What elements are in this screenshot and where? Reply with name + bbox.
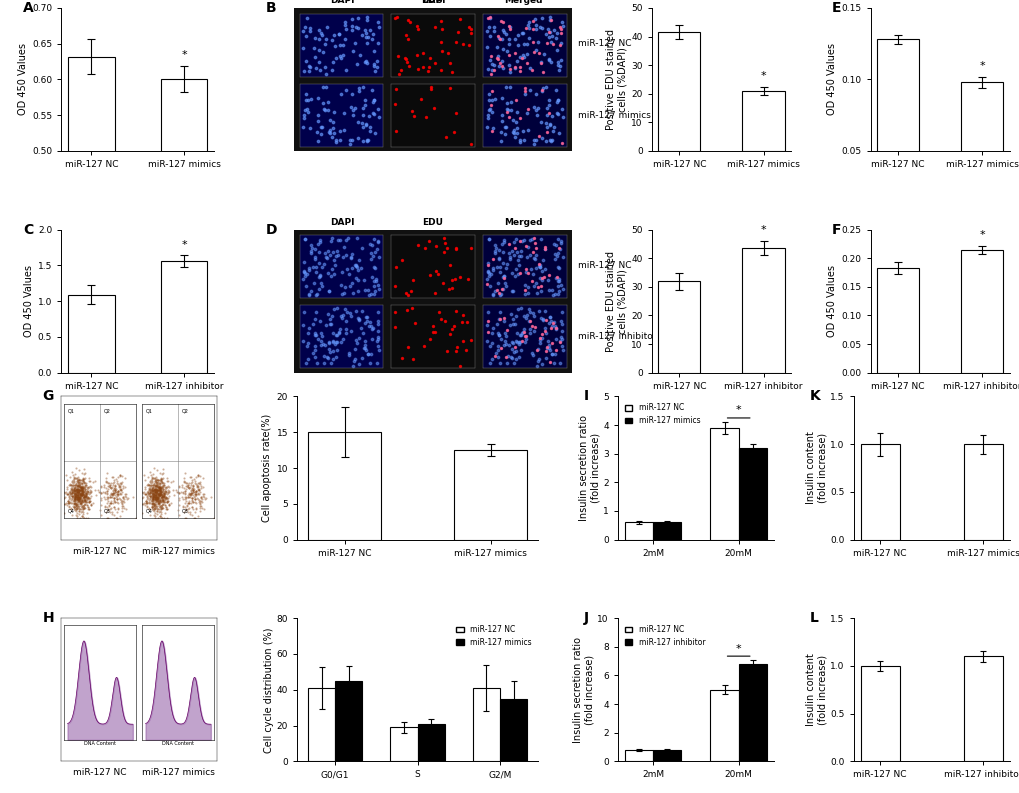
Bar <box>963 444 1002 539</box>
Bar <box>417 724 444 761</box>
Bar <box>499 699 527 761</box>
Text: DAPI: DAPI <box>330 0 355 5</box>
Bar <box>960 250 1003 373</box>
Bar <box>390 727 417 761</box>
Text: miR-127 NC: miR-127 NC <box>577 261 631 270</box>
Bar <box>963 657 1002 761</box>
Bar <box>710 690 738 761</box>
Text: *: * <box>181 50 186 60</box>
Text: A: A <box>23 1 34 15</box>
Y-axis label: OD 450 Values: OD 450 Values <box>23 265 34 337</box>
Text: F: F <box>830 223 841 236</box>
Y-axis label: Cell apoptosis rate(%): Cell apoptosis rate(%) <box>262 414 272 522</box>
Text: DAPI: DAPI <box>330 218 355 227</box>
Bar <box>652 523 681 539</box>
Text: miR-127 NC: miR-127 NC <box>577 39 631 48</box>
Y-axis label: OD 450 Values: OD 450 Values <box>826 265 837 337</box>
Bar <box>860 666 899 761</box>
Text: miR-127 mimics: miR-127 mimics <box>142 546 214 556</box>
Bar <box>68 295 114 373</box>
Bar <box>68 56 114 508</box>
Bar <box>657 282 700 373</box>
Y-axis label: OD 450 Values: OD 450 Values <box>826 44 837 116</box>
Bar <box>657 33 700 151</box>
Text: L: L <box>809 611 818 625</box>
Text: B: B <box>266 1 276 15</box>
Bar <box>742 248 784 373</box>
Text: *: * <box>978 61 984 71</box>
Bar <box>876 268 918 373</box>
Text: *: * <box>735 644 741 654</box>
Y-axis label: Positive EDU stained
cells (%DAPI): Positive EDU stained cells (%DAPI) <box>605 251 627 351</box>
Y-axis label: Insulin content
(fold increase): Insulin content (fold increase) <box>805 653 826 726</box>
Text: *: * <box>760 225 765 236</box>
Text: E: E <box>830 1 841 15</box>
Y-axis label: Cell cycle distribution (%): Cell cycle distribution (%) <box>264 627 273 753</box>
Text: *: * <box>181 239 186 250</box>
Text: EDU: EDU <box>422 218 443 227</box>
Bar <box>473 688 499 761</box>
Text: I: I <box>583 389 588 404</box>
Text: miR-127 inhibitor: miR-127 inhibitor <box>577 332 655 342</box>
Bar <box>308 432 381 539</box>
Text: H: H <box>43 611 54 625</box>
Y-axis label: OD 450 Values: OD 450 Values <box>18 44 28 116</box>
Bar <box>652 750 681 761</box>
Text: miR-127 NC: miR-127 NC <box>73 768 126 777</box>
Bar <box>625 750 652 761</box>
Y-axis label: Positive EDU stained
cells (%DAPI): Positive EDU stained cells (%DAPI) <box>605 29 627 130</box>
Bar <box>161 79 207 508</box>
Text: Merged: Merged <box>503 218 542 227</box>
Bar <box>738 664 766 761</box>
Text: C: C <box>23 223 34 236</box>
Bar <box>161 261 207 373</box>
Text: Merged: Merged <box>503 0 542 5</box>
Y-axis label: Insulin secretion ratio
(fold increase): Insulin secretion ratio (fold increase) <box>578 415 600 521</box>
Legend: miR-127 NC, miR-127 inhibitor: miR-127 NC, miR-127 inhibitor <box>622 622 707 650</box>
Bar <box>738 448 766 539</box>
Legend: miR-127 NC, miR-127 mimics: miR-127 NC, miR-127 mimics <box>622 400 702 428</box>
Bar <box>625 523 652 539</box>
Bar <box>308 688 335 761</box>
Text: miR-127 mimics: miR-127 mimics <box>142 768 214 777</box>
Text: D: D <box>266 223 277 236</box>
Text: *: * <box>978 230 984 240</box>
Y-axis label: Insulin secretion ratio
(fold increase): Insulin secretion ratio (fold increase) <box>573 637 594 743</box>
Bar <box>960 82 1003 223</box>
Text: EDU: EDU <box>422 0 443 5</box>
Legend: miR-127 NC, miR-127 mimics: miR-127 NC, miR-127 mimics <box>452 622 534 650</box>
Y-axis label: Insulin content
(fold increase): Insulin content (fold increase) <box>805 431 826 504</box>
Bar <box>876 40 918 223</box>
Bar <box>860 444 899 539</box>
Text: G: G <box>43 389 54 404</box>
Bar <box>453 450 527 539</box>
Text: *: * <box>760 71 765 81</box>
Bar <box>742 91 784 151</box>
Text: miR-127 NC: miR-127 NC <box>73 546 126 556</box>
Bar <box>710 428 738 539</box>
Bar <box>335 681 362 761</box>
Text: J: J <box>583 611 588 625</box>
Text: miR-127 mimics: miR-127 mimics <box>577 111 650 120</box>
Text: K: K <box>809 389 820 404</box>
Text: *: * <box>735 405 741 415</box>
Text: DAPI: DAPI <box>421 0 445 5</box>
